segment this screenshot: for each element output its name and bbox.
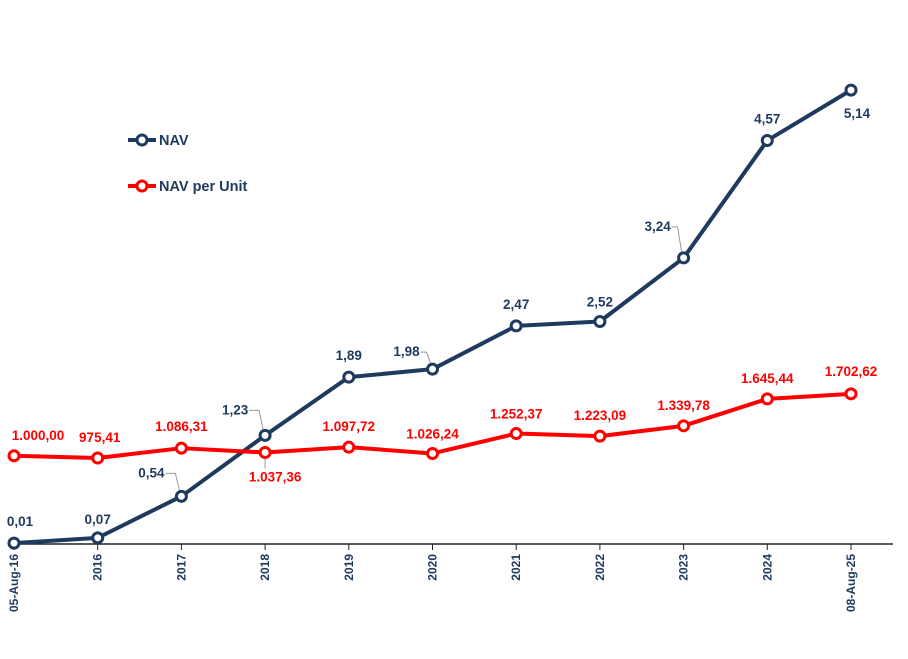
data-label: 1.702,62 [825,364,878,379]
data-point-marker [509,427,523,441]
data-point-marker [760,133,774,147]
data-point-marker [342,440,356,454]
label-leader-line [671,226,683,252]
data-point-marker [174,441,188,455]
data-point-marker [426,446,439,460]
data-point-marker [760,392,774,406]
x-tick-label: 2020 [426,554,440,581]
legend: NAV NAV per Unit [128,133,248,195]
x-tick-label: 2022 [593,554,607,581]
x-tick-label: 2018 [258,554,272,581]
x-tick-label: 2016 [91,554,105,581]
data-label: 975,41 [79,430,121,445]
legend-marker [135,179,149,193]
data-point-marker [91,451,105,465]
data-label: 2,52 [587,294,613,309]
x-tick-label: 08-Aug-25 [844,554,858,612]
x-tick-label: 2023 [677,554,691,581]
legend-marker [135,133,149,147]
data-label: 1.339,78 [657,398,710,413]
series-layer: 0,01 0,07 0,54 1,23 1,89 1,98 2,47 2,52 3,24 4,57… [7,83,878,550]
label-leader-line [249,409,264,430]
data-label: 3,24 [644,219,671,234]
data-label: 1.026,24 [406,426,459,441]
data-label: 1.223,09 [574,408,627,423]
data-label: 0,01 [7,514,34,529]
x-tick-label: 2024 [760,554,774,581]
x-tick-label: 2017 [174,554,188,581]
data-point-marker [426,362,439,376]
data-label: 1.645,44 [741,371,794,386]
data-label: 1.000,00 [12,428,65,443]
data-point-marker [342,370,356,384]
data-label: 5,14 [844,106,871,121]
data-point-marker [258,428,272,442]
x-axis: 05-Aug-16 2016 2017 2018 2019 2020 2021 2022 202… [7,543,893,612]
data-label: 2,47 [503,297,529,312]
data-label: 0,07 [85,512,111,527]
data-point-marker [7,449,21,463]
data-point-marker [593,314,607,328]
data-label: 1.086,31 [155,419,208,434]
data-point-marker [844,83,858,97]
data-point-marker [91,531,105,545]
data-label: 1.097,72 [323,419,376,434]
x-tick-label: 2021 [509,554,523,581]
data-label: 1,98 [393,344,420,359]
label-leader-line [165,472,180,491]
data-label: 1.037,36 [249,470,302,485]
data-label: 0,54 [138,465,165,480]
data-point-marker [258,446,272,460]
x-tick-label: 2019 [342,554,356,581]
legend-label: NAV per Unit [159,179,248,195]
data-point-marker [844,387,858,401]
x-tick-label: 05-Aug-16 [7,554,21,612]
legend-label: NAV [159,133,189,149]
data-point-marker [677,419,691,433]
data-point-marker [7,536,21,550]
data-point-marker [593,429,607,443]
data-point-marker [174,489,188,503]
data-point-marker [677,251,691,265]
data-label: 1,23 [222,402,249,417]
data-label: 1,89 [336,348,362,363]
data-point-marker [509,319,523,333]
label-leader-line [420,351,431,364]
data-label: 1.252,37 [490,407,543,422]
data-label: 4,57 [754,111,780,126]
